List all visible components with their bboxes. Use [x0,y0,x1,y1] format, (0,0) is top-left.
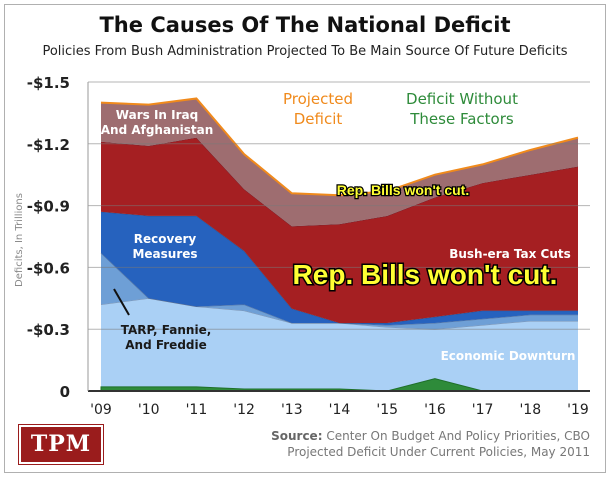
area-bush-era-tax-cuts [101,137,578,324]
x-tick-label: '09 [90,402,112,418]
area-wars-in-iraq-and-afghanistan [101,98,578,227]
x-tick-label: '14 [329,402,351,418]
source-note: Source: Center On Budget And Policy Prio… [271,428,590,460]
x-tick-label: '11 [186,402,208,418]
series-label-recovery: Recovery Measures [132,232,197,261]
legend-projected-deficit: Projected Deficit [283,90,353,128]
x-tick-label: '16 [424,402,446,418]
y-tick-label: -$0.3 [27,321,70,339]
y-tick-label: -$0.9 [27,198,70,216]
tpm-logo: TPM [18,424,104,465]
x-tick-label: '18 [519,402,541,418]
y-tick-label: -$1.2 [27,136,70,154]
series-label-tax-cuts: Bush-era Tax Cuts [449,247,571,261]
source-line-2: Projected Deficit Under Current Policies… [287,445,590,459]
legend-without-factors: Deficit Without These Factors [406,90,518,128]
source-label: Source: [271,429,323,443]
chart-title: The Causes Of The National Deficit [99,13,511,37]
series-label-tarp: TARP, Fannie, And Freddie [121,323,212,352]
projected-deficit-line [100,97,579,197]
legend-projected-box [263,88,373,134]
y-tick-label: -$1.5 [27,74,70,92]
x-tick-label: '12 [233,402,255,418]
source-line-1: Center On Budget And Policy Priorities, … [326,429,590,443]
x-tick-label: '10 [138,402,160,418]
area-economic-downturn [101,298,578,391]
area-recovery-measures [101,211,578,326]
legend-without-box [397,88,527,134]
x-tick-label: '17 [472,402,494,418]
x-tick-label: '15 [376,402,398,418]
tarp-pointer [113,288,130,316]
annotation-small: Rep. Bills won't cut. [337,182,469,198]
annotation-large: Rep. Bills won't cut. [293,259,558,290]
y-tick-label: 0 [60,383,70,401]
series-label-downturn: Economic Downturn [441,349,576,363]
x-tick-label: '19 [567,402,589,418]
y-axis-title: Deficits, In Trillions [14,193,25,287]
x-tick-label: '13 [281,402,303,418]
chart-subtitle: Policies From Bush Administration Projec… [42,44,568,59]
series-label-wars: Wars In Iraq And Afghanistan [101,108,214,137]
y-tick-label: -$0.6 [27,259,70,277]
